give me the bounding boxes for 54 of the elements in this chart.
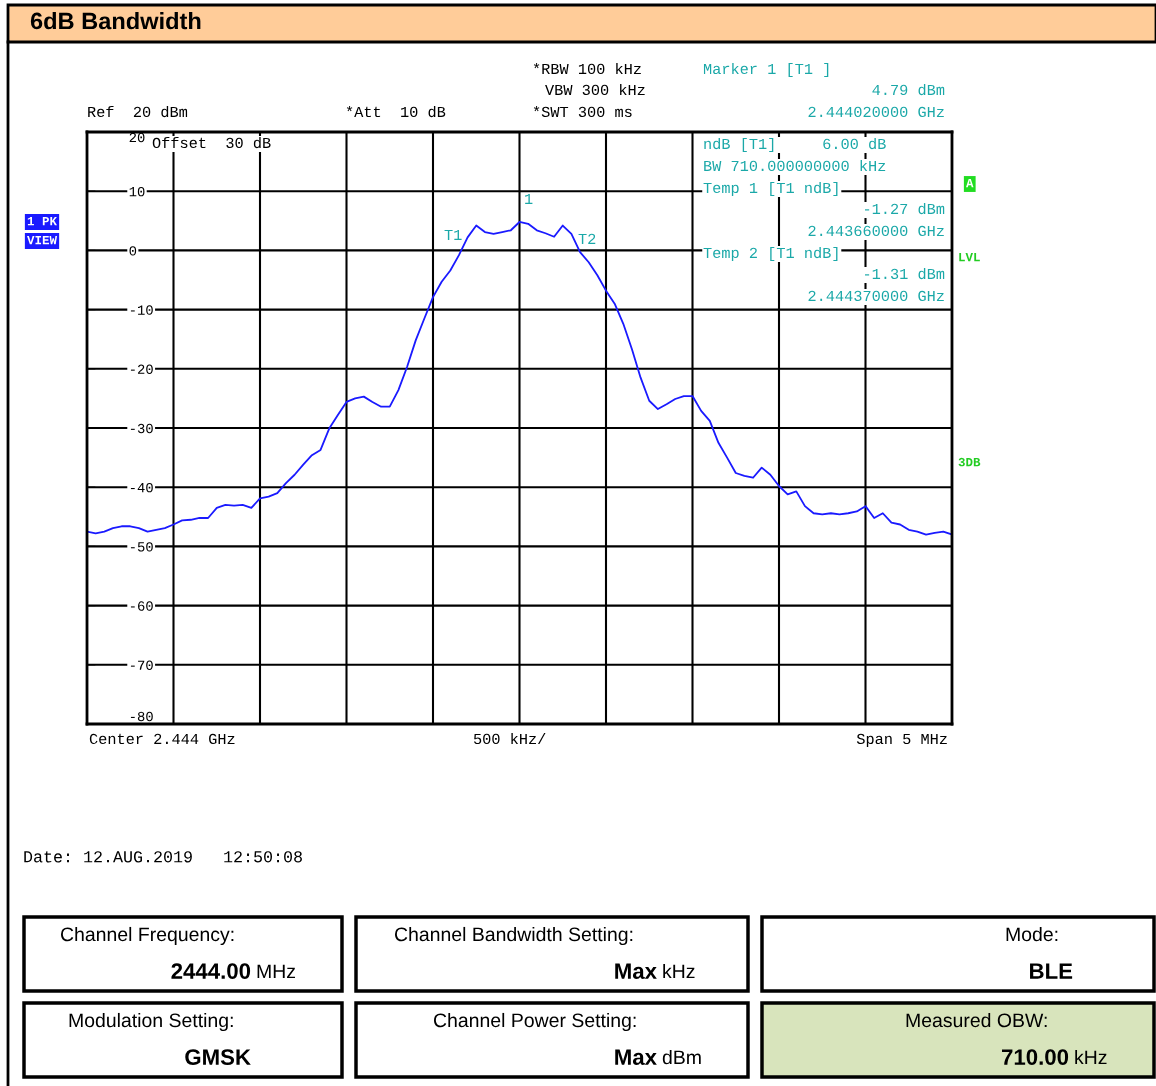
text: VIEW [27,236,57,245]
annotation: 1 [525,193,533,204]
text: Max kHz [615,963,695,979]
chart-title: 6dB Bandwidth [30,12,201,30]
text: 4.79 dBm [872,83,945,96]
text: Channel Bandwidth Setting: [394,926,633,946]
annotation: BW 710.000000000 kHz [704,159,886,172]
annotation: T2 [578,233,596,244]
text: *SWT 300 ms [533,105,632,118]
text: 2444.00 MHz [171,963,295,979]
text: Marker 1 [T1 ] [703,62,829,78]
annotation: 2.444370000 GHz [808,290,944,302]
y-tick-label: 0 [129,246,137,256]
y-tick-label: -10 [130,305,153,315]
text: VBW 300 kHz [545,83,645,96]
y-tick-label: -60 [130,601,153,611]
text: *RBW 100 kHz [533,62,641,75]
y-tick-label: -30 [130,423,153,434]
y-tick-label: -80 [130,711,153,722]
annotation: T1 [444,229,462,240]
y-tick-label: -20 [130,364,153,374]
text: Max dBm [615,1049,701,1065]
text: Mode: [1006,926,1058,942]
annotation: -1.27 dBm [864,202,945,215]
text: Center 2.444 GHz [89,733,235,745]
text: GMSK [185,1049,251,1065]
text: Ref 20 dBm [88,105,188,118]
text: *Att 10 dB [346,105,446,118]
text: 500 kHz/ [473,732,546,745]
annotation: Offset 30 dB [152,136,271,149]
text: BLE [1030,963,1073,979]
annotation: Temp 2 [T1 ndB] [703,246,838,262]
text: 3DB [958,457,981,467]
annotation: Temp 1 [T1 ndB] [703,181,838,197]
y-tick-label: 10 [129,186,145,197]
line-series [87,221,952,536]
text: Channel Power Setting: [433,1012,636,1032]
y-tick-label: -40 [130,482,153,493]
annotation: -1.31 dBm [864,267,945,280]
text: Span 5 MHz [856,733,947,748]
y-tick-label: -50 [130,542,153,552]
text: Modulation Setting: [69,1012,233,1032]
text: A [966,179,974,188]
text: 2.444020000 GHz [808,106,944,118]
y-tick-label: 20 [129,132,145,143]
text: Measured OBW: [906,1012,1047,1028]
annotation: ndB [T1] 6.00 dB [704,137,886,153]
annotation: 2.443660000 GHz [808,225,944,237]
y-tick-label: -70 [130,660,153,670]
text: 1 PK [27,217,58,226]
text: Channel Frequency: [60,926,234,946]
text: Date: 12.AUG.2019 12:50:08 [24,851,302,863]
text: 710.00 kHz [1001,1049,1107,1065]
text: LVL [959,253,980,262]
